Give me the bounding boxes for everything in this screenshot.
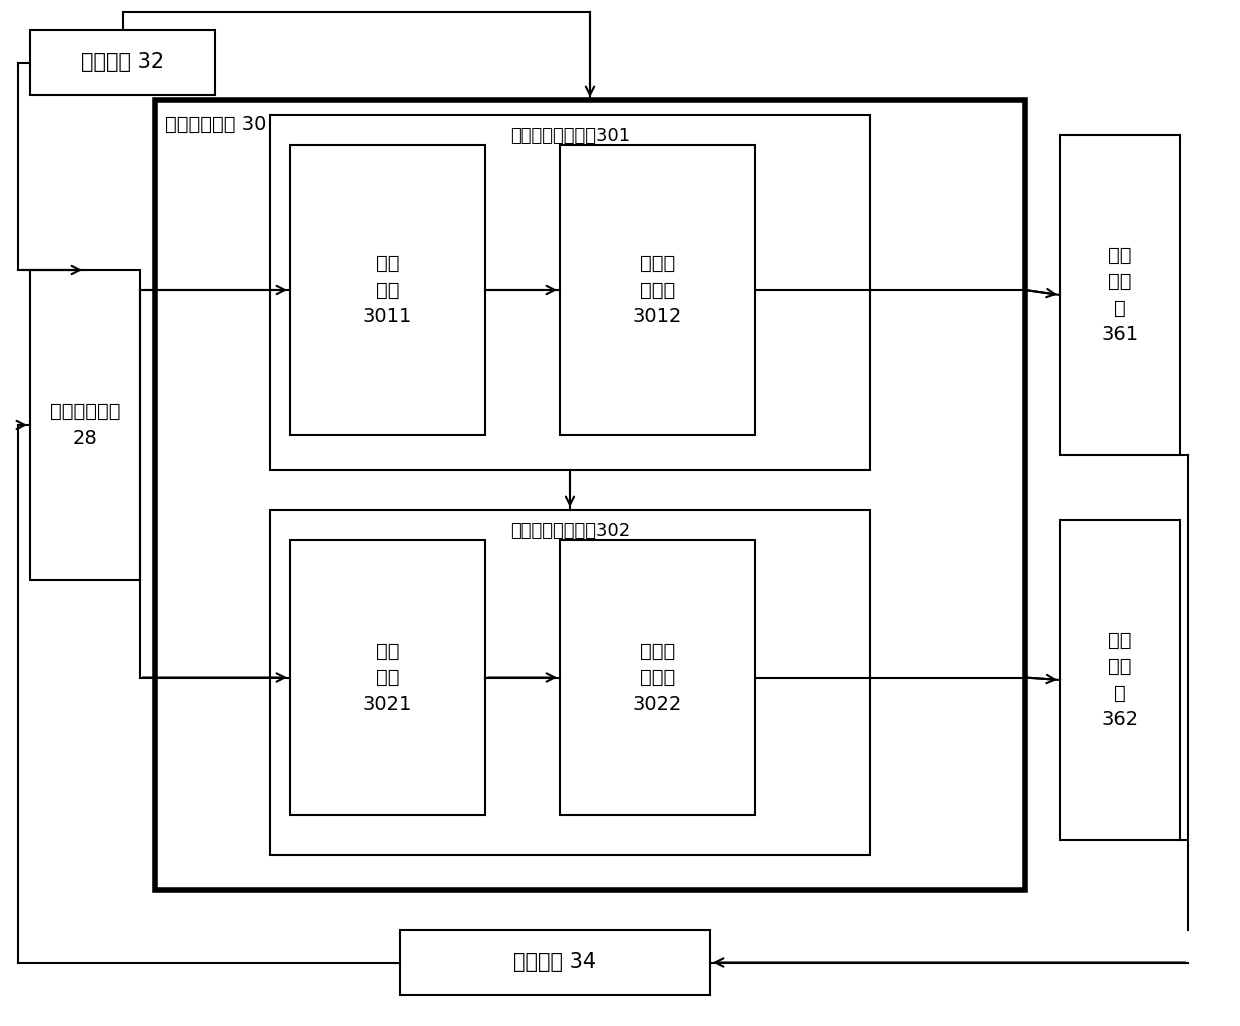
Text: 第二
驱动
器
362: 第二 驱动 器 362 (1101, 631, 1138, 729)
Text: 回授模块 34: 回授模块 34 (513, 952, 596, 973)
Bar (30, 270, 140, 580)
Text: 前馈
模块
3011: 前馈 模块 3011 (363, 254, 412, 326)
Text: 指令转
换模块
3022: 指令转 换模块 3022 (632, 641, 682, 713)
Bar (270, 510, 870, 855)
Text: 第一插补规划模块301: 第一插补规划模块301 (510, 127, 630, 145)
Bar (401, 930, 711, 995)
Bar (1060, 520, 1180, 840)
Bar (1060, 135, 1180, 455)
Bar (560, 540, 755, 815)
Bar (290, 145, 485, 435)
Text: 前馈
模块
3021: 前馈 模块 3021 (363, 641, 412, 713)
Bar (290, 540, 485, 815)
Text: 第一
驱动
器
361: 第一 驱动 器 361 (1101, 246, 1138, 345)
Text: 插补规划模块 30: 插补规划模块 30 (165, 115, 267, 134)
Text: 参数模块 32: 参数模块 32 (81, 52, 164, 73)
Text: 指令转
换模块
3012: 指令转 换模块 3012 (632, 254, 682, 326)
Text: 第二插补规划模块302: 第二插补规划模块302 (510, 522, 630, 540)
Text: 动程规划模块
28: 动程规划模块 28 (50, 402, 120, 447)
Bar (30, 30, 215, 95)
Bar (155, 100, 1025, 890)
Bar (560, 145, 755, 435)
Bar (270, 115, 870, 470)
